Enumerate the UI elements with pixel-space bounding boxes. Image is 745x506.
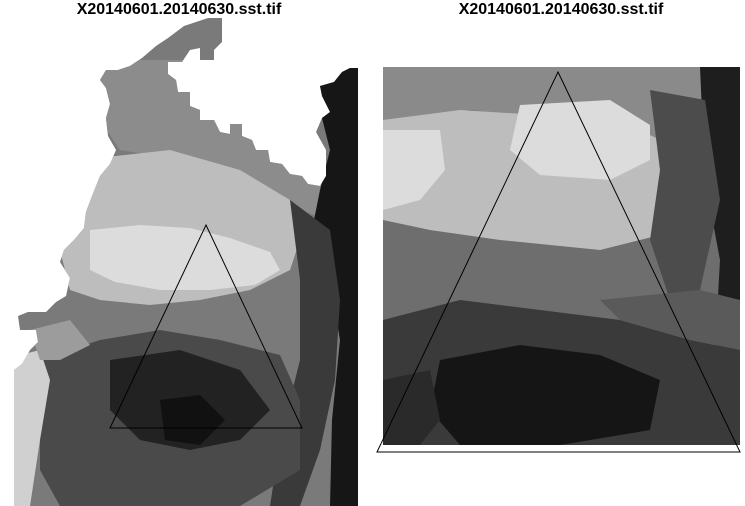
right-triangle-outline [376, 70, 741, 453]
left-triangle-outline [109, 223, 303, 429]
left-panel-title: X20140601.20140630.sst.tif [76, 1, 282, 18]
right-sst-raster [383, 67, 740, 445]
right-panel-title: X20140601.20140630.sst.tif [458, 1, 664, 18]
left-sst-raster [14, 18, 358, 506]
